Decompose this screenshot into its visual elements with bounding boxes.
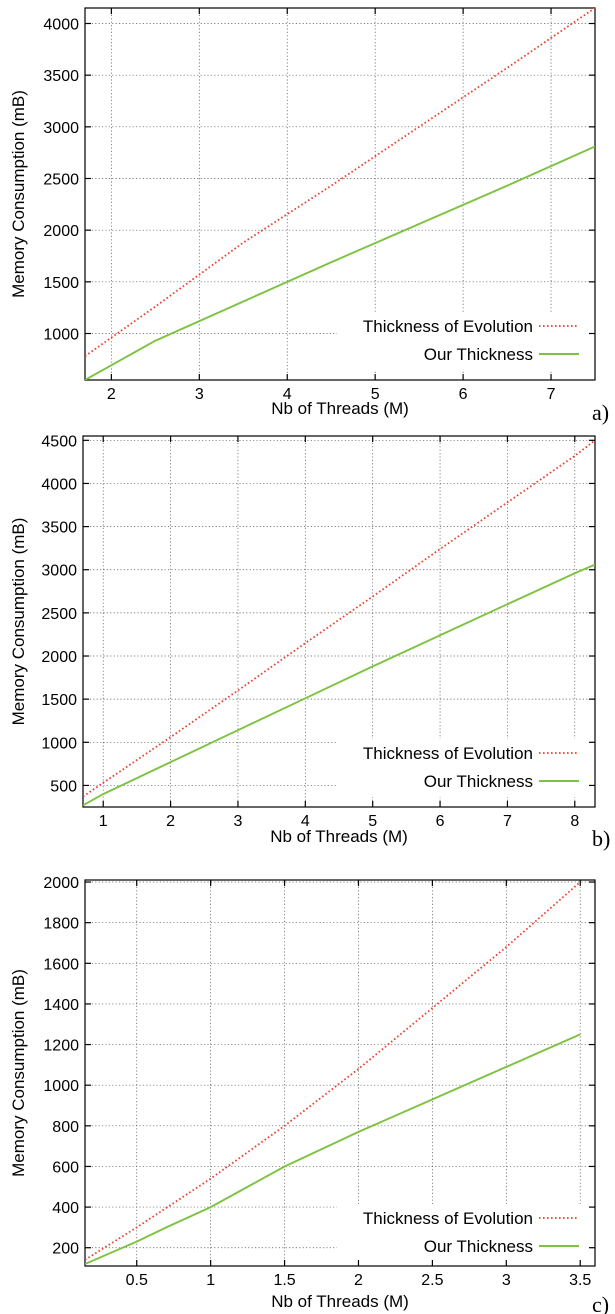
panel-label: c) — [592, 1292, 609, 1314]
x-tick-label: 5 — [371, 386, 380, 403]
legend-background — [337, 1204, 591, 1262]
y-tick-label: 400 — [52, 1200, 79, 1217]
y-tick-label: 200 — [52, 1241, 79, 1258]
x-tick-label: 3 — [502, 1272, 511, 1289]
y-tick-label: 1000 — [43, 1078, 79, 1095]
y-axis-label: Memory Consumption (mB) — [9, 90, 28, 298]
x-tick-label: 0.5 — [126, 1272, 148, 1289]
y-tick-label: 1200 — [43, 1038, 79, 1055]
panel-label: b) — [592, 826, 610, 851]
y-tick-label: 4000 — [43, 17, 79, 34]
series-line-thickness-of-evolution — [85, 881, 581, 1261]
legend-label-thickness-of-evolution: Thickness of Evolution — [363, 744, 533, 763]
y-tick-label: 600 — [52, 1159, 79, 1176]
x-tick-label: 4 — [283, 386, 292, 403]
y-tick-label: 3500 — [43, 68, 79, 85]
x-axis-label: Nb of Threads (M) — [271, 399, 409, 418]
x-tick-label: 1 — [206, 1272, 215, 1289]
y-tick-label: 1000 — [41, 735, 77, 752]
x-tick-label: 3 — [233, 813, 242, 830]
y-tick-label: 4500 — [41, 433, 77, 450]
y-tick-label: 1600 — [43, 956, 79, 973]
x-tick-label: 3 — [195, 386, 204, 403]
y-tick-label: 3000 — [43, 120, 79, 137]
legend-label-our-thickness: Our Thickness — [424, 1237, 533, 1256]
y-tick-label: 2500 — [43, 172, 79, 189]
y-tick-label: 3000 — [41, 563, 77, 580]
y-tick-label: 2500 — [41, 606, 77, 623]
series-line-our-thickness — [85, 145, 595, 380]
legend-label-thickness-of-evolution: Thickness of Evolution — [363, 1209, 533, 1228]
x-tick-label: 2 — [107, 386, 116, 403]
series-line-our-thickness — [85, 1033, 581, 1265]
y-axis-label: Memory Consumption (mB) — [9, 518, 28, 726]
x-tick-label: 7 — [547, 386, 556, 403]
series-line-thickness-of-evolution — [83, 439, 595, 798]
x-tick-label: 2.5 — [421, 1272, 443, 1289]
y-tick-label: 1000 — [43, 327, 79, 344]
x-tick-label: 6 — [436, 813, 445, 830]
y-tick-label: 2000 — [43, 875, 79, 892]
x-tick-label: 1 — [99, 813, 108, 830]
chart-panel-c: 0.5 1 1.5 2 2.5 3 3.5 200 400 600 800 1000 1200 1400 1… — [9, 875, 609, 1314]
x-tick-label: 1.5 — [273, 1272, 295, 1289]
plot-frame — [82, 435, 596, 808]
chart-panel-b: 1 2 3 4 5 6 7 8 500 1000 1500 2000 2500 3000 3500 4000 4… — [9, 433, 610, 851]
series-line-thickness-of-evolution — [85, 8, 595, 357]
x-tick-label: 8 — [570, 813, 579, 830]
x-tick-label: 7 — [503, 813, 512, 830]
series-line-our-thickness — [83, 563, 595, 807]
y-tick-label: 800 — [52, 1119, 79, 1136]
panel-label: a) — [592, 400, 609, 425]
y-tick-label: 2000 — [43, 223, 79, 240]
y-tick-label: 1400 — [43, 997, 79, 1014]
y-tick-label: 1800 — [43, 916, 79, 933]
legend-label-thickness-of-evolution: Thickness of Evolution — [363, 317, 533, 336]
y-tick-label: 1500 — [43, 275, 79, 292]
x-tick-label: 5 — [368, 813, 377, 830]
plot-frame — [84, 7, 596, 381]
x-axis-label: Nb of Threads (M) — [271, 1292, 409, 1311]
x-tick-label: 2 — [166, 813, 175, 830]
y-tick-label: 4000 — [41, 476, 77, 493]
legend-label-our-thickness: Our Thickness — [424, 345, 533, 364]
y-tick-label: 500 — [50, 778, 77, 795]
legend-background — [337, 739, 591, 797]
y-tick-label: 3500 — [41, 520, 77, 537]
chart-panel-a: 2 3 4 5 6 7 1000 1500 2000 2500 3000 3500 4000 Thickn… — [9, 7, 609, 425]
legend-label-our-thickness: Our Thickness — [424, 772, 533, 791]
x-axis-label: Nb of Threads (M) — [270, 827, 408, 846]
y-tick-label: 2000 — [41, 649, 77, 666]
x-tick-label: 4 — [301, 813, 310, 830]
y-tick-label: 1500 — [41, 692, 77, 709]
plot-frame — [84, 879, 596, 1267]
x-tick-label: 6 — [459, 386, 468, 403]
x-tick-label: 3.5 — [569, 1272, 591, 1289]
x-tick-label: 2 — [354, 1272, 363, 1289]
legend-background — [337, 312, 591, 370]
y-axis-label: Memory Consumption (mB) — [9, 969, 28, 1177]
